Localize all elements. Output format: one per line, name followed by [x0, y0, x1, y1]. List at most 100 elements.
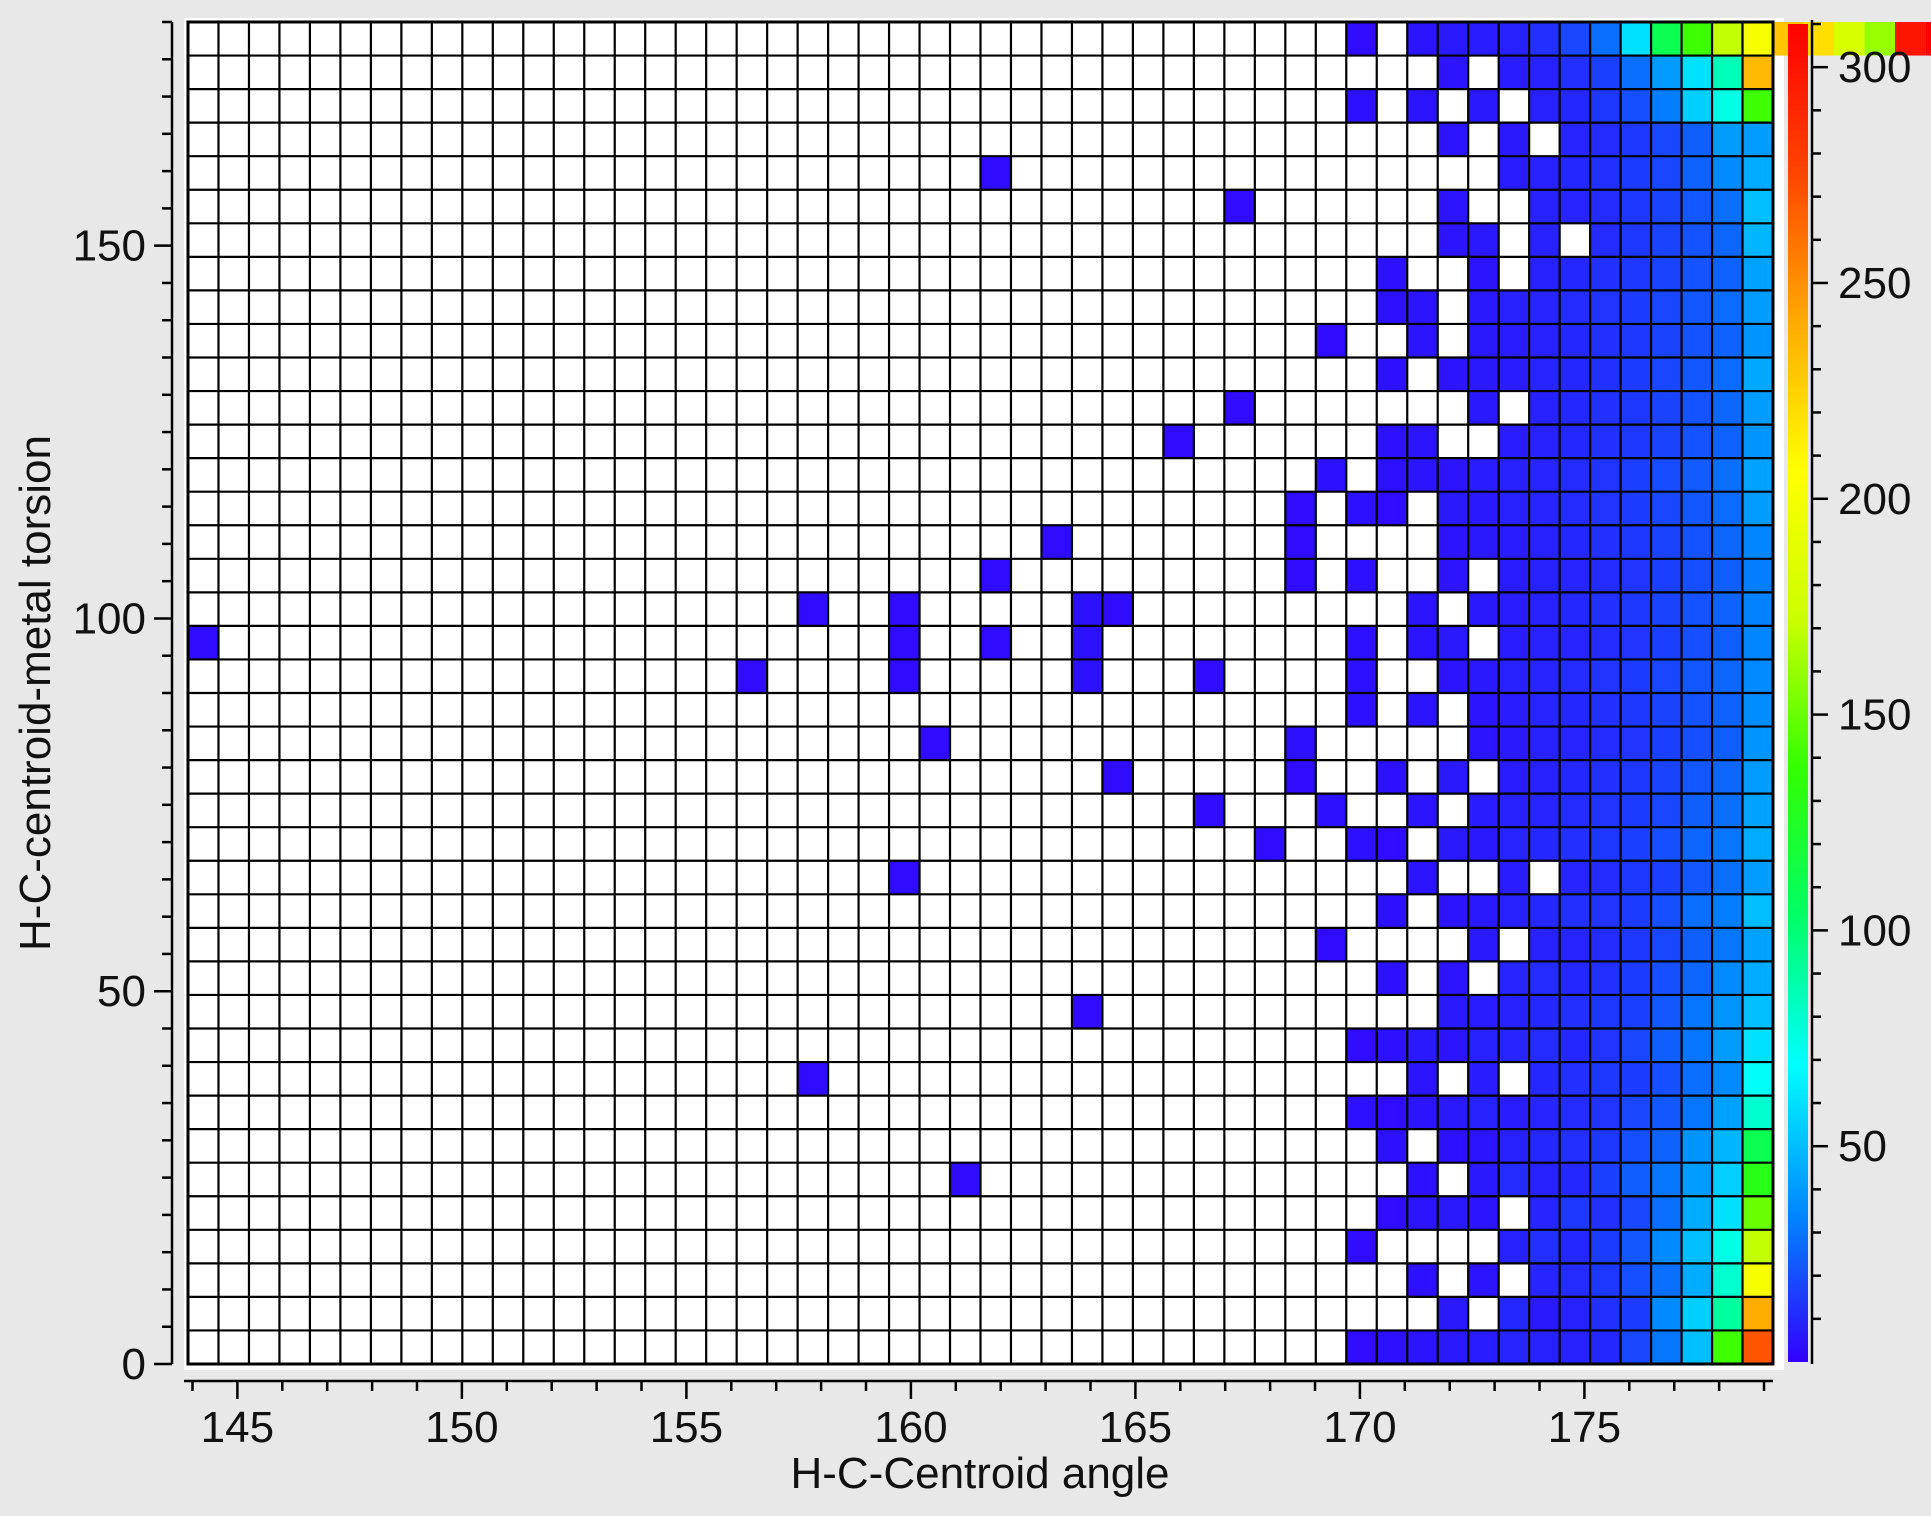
heatmap-cell	[1681, 927, 1713, 962]
heatmap-cell	[1559, 189, 1591, 224]
heatmap-cell	[1407, 424, 1438, 459]
heatmap-cell	[1590, 223, 1621, 257]
heatmap-cell	[1742, 726, 1773, 761]
heatmap-cell	[950, 1162, 981, 1197]
heatmap-cell	[1437, 659, 1469, 693]
heatmap-cell	[1498, 424, 1530, 459]
heatmap-cell	[1285, 525, 1316, 559]
heatmap-cell	[1559, 927, 1591, 962]
heatmap-cell	[1651, 1028, 1682, 1063]
heatmap-cell	[1681, 156, 1713, 190]
heatmap-cell	[1742, 122, 1773, 157]
heatmap-cell	[1651, 793, 1682, 828]
heatmap-cell	[1712, 458, 1743, 492]
heatmap-cell	[1407, 793, 1438, 828]
heatmap-cell	[1590, 659, 1621, 693]
heatmap-cell	[1437, 22, 1469, 56]
heatmap-cell	[1742, 827, 1773, 861]
heatmap-cell	[1498, 961, 1530, 995]
heatmap-cell	[1468, 1263, 1499, 1297]
heatmap-cell	[1590, 1196, 1621, 1230]
heatmap-cell	[1346, 22, 1377, 56]
heatmap-cell	[1742, 1296, 1773, 1331]
heatmap-cell	[1681, 22, 1713, 56]
heatmap-cell	[1559, 1263, 1591, 1297]
heatmap-cell	[1712, 223, 1743, 257]
heatmap-cell	[1620, 458, 1652, 492]
heatmap-cell	[1620, 1196, 1652, 1230]
heatmap-cell	[1620, 357, 1652, 392]
heatmap-cell	[1437, 894, 1469, 928]
heatmap-cell	[1376, 357, 1408, 392]
heatmap-cells	[188, 22, 1931, 1364]
heatmap-cell	[1681, 525, 1713, 559]
heatmap-cell	[1590, 1263, 1621, 1297]
heatmap-cell	[1529, 1062, 1560, 1096]
heatmap-cell	[1407, 693, 1438, 727]
heatmap-cell	[1651, 760, 1682, 794]
heatmap-cell	[1681, 961, 1713, 995]
heatmap-cell	[1712, 625, 1743, 660]
heatmap-cell	[1712, 122, 1743, 157]
heatmap-cell	[1651, 1062, 1682, 1096]
colorbar-gradient	[1788, 24, 1808, 1362]
heatmap-cell	[1620, 223, 1652, 257]
heatmap-cell	[1529, 592, 1560, 626]
heatmap-cell	[1651, 156, 1682, 190]
heatmap-cell	[1407, 290, 1438, 324]
heatmap-cell	[1529, 22, 1560, 56]
heatmap-cell	[1620, 1162, 1652, 1197]
heatmap-cell	[1590, 323, 1621, 358]
heatmap-cell	[1498, 726, 1530, 761]
heatmap-cell	[1742, 592, 1773, 626]
heatmap-cell	[1681, 1062, 1713, 1096]
heatmap-cell	[1559, 55, 1591, 90]
heatmap-cell	[1376, 1095, 1408, 1130]
heatmap-cell	[1742, 1129, 1773, 1163]
heatmap-cell	[1407, 323, 1438, 358]
heatmap-cell	[1651, 994, 1682, 1029]
heatmap-cell	[1437, 458, 1469, 492]
heatmap-cell	[1498, 994, 1530, 1029]
heatmap-cell	[1651, 860, 1682, 895]
heatmap-cell	[1376, 1330, 1408, 1364]
heatmap-cell	[1712, 290, 1743, 324]
heatmap-cell	[1620, 894, 1652, 928]
heatmap-cell	[1651, 1196, 1682, 1230]
heatmap-cell	[1559, 726, 1591, 761]
heatmap-cell	[1681, 625, 1713, 660]
heatmap-cell	[1742, 89, 1773, 123]
heatmap-cell	[1590, 256, 1621, 291]
heatmap-cell	[1620, 89, 1652, 123]
heatmap-cell	[1651, 256, 1682, 291]
y-tick-label: 50	[97, 967, 146, 1016]
heatmap-cell	[1712, 827, 1743, 861]
heatmap-cell	[1651, 391, 1682, 425]
heatmap-cell	[1498, 625, 1530, 660]
heatmap-cell	[1376, 1129, 1408, 1163]
heatmap-cell	[1590, 1162, 1621, 1197]
heatmap-cell	[1468, 659, 1499, 693]
heatmap-cell	[1468, 1095, 1499, 1130]
heatmap-cell	[1529, 1028, 1560, 1063]
heatmap-cell	[1498, 55, 1530, 90]
heatmap-cell	[1620, 1129, 1652, 1163]
heatmap-cell	[1529, 693, 1560, 727]
heatmap-cell	[1529, 1263, 1560, 1297]
heatmap-cell	[1437, 357, 1469, 392]
heatmap-cell	[1620, 22, 1652, 56]
heatmap-cell	[1651, 625, 1682, 660]
heatmap-cell	[1529, 55, 1560, 90]
heatmap-cell	[1712, 592, 1743, 626]
heatmap-cell	[1407, 1095, 1438, 1130]
heatmap-cell	[1407, 1162, 1438, 1197]
heatmap-cell	[1681, 1196, 1713, 1230]
heatmap-cell	[1681, 391, 1713, 425]
heatmap-cell	[1651, 1330, 1682, 1364]
heatmap-cell	[1437, 55, 1469, 90]
heatmap-cell	[1742, 256, 1773, 291]
heatmap-cell	[1559, 1330, 1591, 1364]
heatmap-cell	[1864, 22, 1895, 56]
x-axis-label: H-C-Centroid angle	[790, 1449, 1169, 1498]
